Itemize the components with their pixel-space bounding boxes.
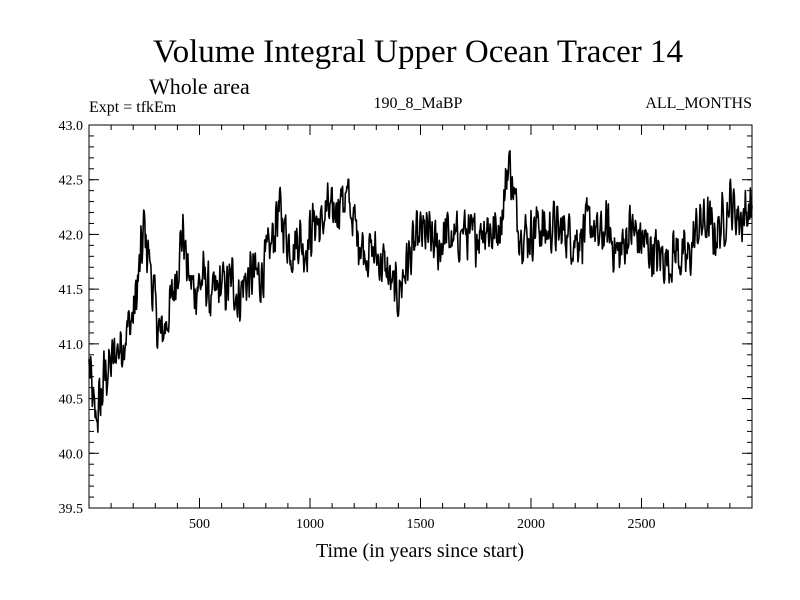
plot-frame [88,124,753,509]
y-tick-label: 40.5 [59,393,84,408]
y-axis: 39.5 40.0 40.5 41.0 41.5 42.0 42.5 43.0 [59,119,752,517]
y-tick-label: 43.0 [59,119,84,134]
x-tick-label: 2500 [628,517,656,532]
experiment-label: Expt = tfkEm [89,99,177,116]
series-line [88,150,753,433]
y-tick-label: 41.5 [59,283,84,298]
chart-title: Volume Integral Upper Ocean Tracer 14 [153,34,683,70]
x-tick-label: 2000 [517,517,545,532]
x-tick-label: 1500 [407,517,435,532]
y-tick-label: 42.0 [59,228,84,243]
x-tick-label: 1000 [296,517,324,532]
period-label: ALL_MONTHS [645,95,752,112]
chart-subtitle: Whole area [149,74,250,99]
x-tick-label: 500 [189,517,210,532]
run-label: 190_8_MaBP [374,95,463,112]
x-axis-label: Time (in years since start) [316,540,524,562]
y-tick-label: 42.5 [59,174,84,189]
y-tick-label: 41.0 [59,338,84,353]
x-axis: 500 1000 1500 2000 2500 [110,125,731,532]
plot-area [88,150,753,433]
y-tick-label: 40.0 [59,447,84,462]
y-tick-label: 39.5 [59,502,84,517]
